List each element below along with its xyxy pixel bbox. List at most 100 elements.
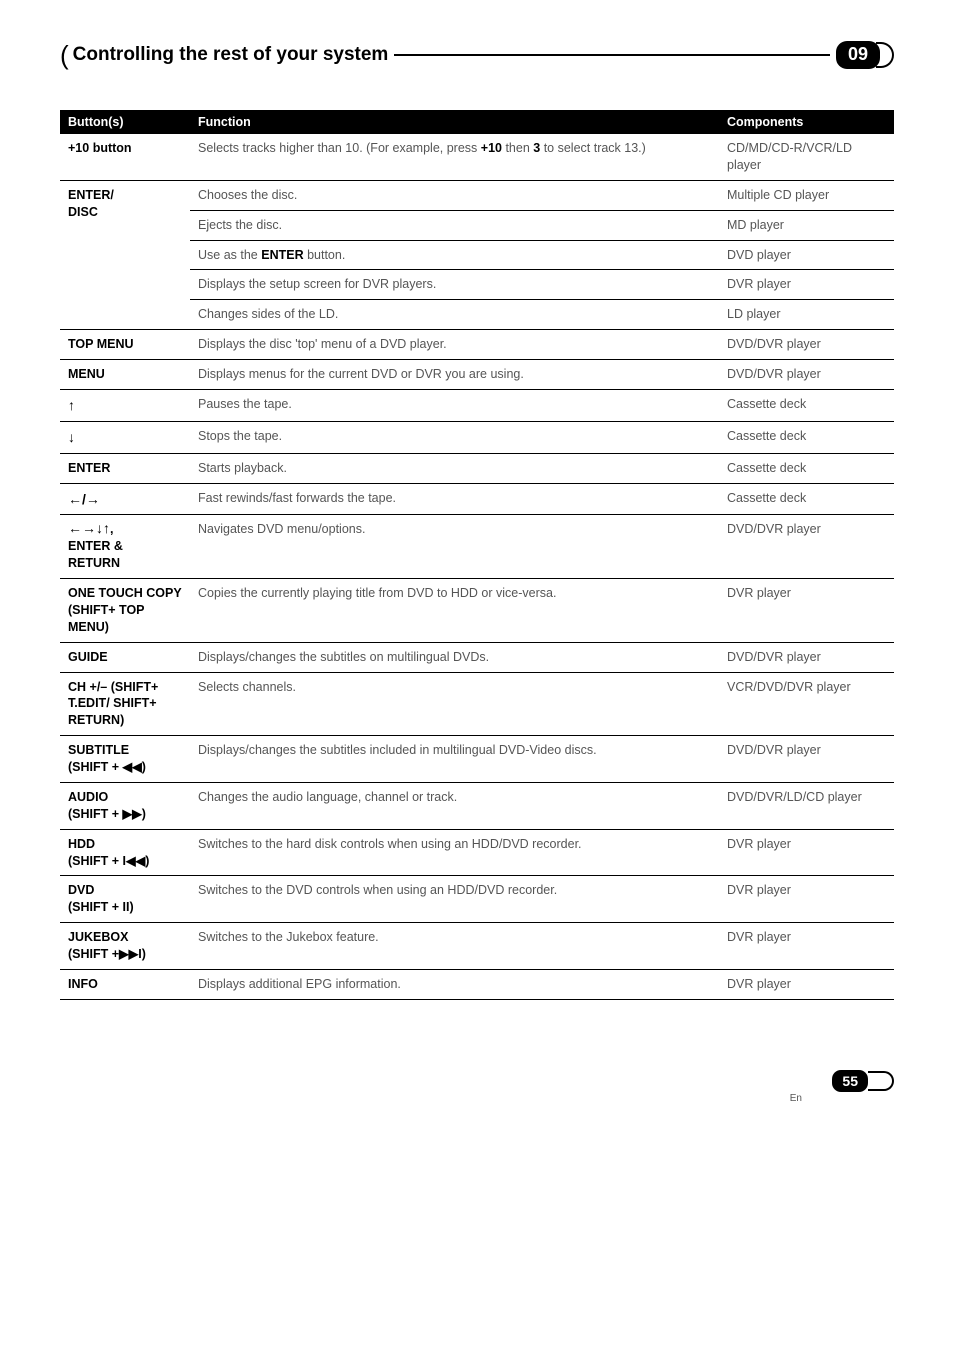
page-footer: 55 — [60, 1070, 894, 1092]
component-text: LD player — [719, 300, 894, 330]
button-label: AUDIO — [68, 790, 108, 804]
func-text: Fast rewinds/fast forwards the tape. — [190, 483, 719, 515]
table-row: GUIDE Displays/changes the subtitles on … — [60, 642, 894, 672]
component-text: DVD/DVR player — [719, 515, 894, 579]
func-text: Switches to the Jukebox feature. — [190, 923, 719, 970]
arrow-down-icon: ↓ — [60, 421, 190, 453]
func-bold: ENTER — [261, 248, 303, 262]
table-row: HDD (SHIFT + I◀◀) Switches to the hard di… — [60, 829, 894, 876]
table-row: TOP MENU Displays the disc 'top' menu of… — [60, 330, 894, 360]
component-text: DVD/DVR player — [719, 330, 894, 360]
button-label: INFO — [60, 969, 190, 999]
col-header-components: Components — [719, 110, 894, 134]
func-text: Changes sides of the LD. — [190, 300, 719, 330]
chapter-title: Controlling the rest of your system — [69, 44, 395, 66]
func-text: Use as the — [198, 248, 261, 262]
component-text: Cassette deck — [719, 421, 894, 453]
button-label: MENU — [60, 360, 190, 390]
table-row: DVD(SHIFT + II) Switches to the DVD cont… — [60, 876, 894, 923]
table-row: JUKEBOX(SHIFT +▶▶I) Switches to the Juke… — [60, 923, 894, 970]
component-text: Cassette deck — [719, 389, 894, 421]
button-label: DVD — [68, 883, 94, 897]
table-row: ENTER Starts playback. Cassette deck — [60, 453, 894, 483]
component-text: VCR/DVD/DVR player — [719, 672, 894, 736]
func-text: Ejects the disc. — [190, 210, 719, 240]
func-text: to select track 13.) — [540, 141, 646, 155]
func-text: Starts playback. — [190, 453, 719, 483]
func-text: button. — [304, 248, 346, 262]
button-label: CH +/– (SHIFT+ T.EDIT/ SHIFT+ RETURN) — [60, 672, 190, 736]
component-text: DVR player — [719, 876, 894, 923]
func-text: Displays additional EPG information. — [190, 969, 719, 999]
component-text: DVR player — [719, 270, 894, 300]
badge-tail — [876, 42, 894, 68]
component-text: DVD/DVR/LD/CD player — [719, 782, 894, 829]
component-text: DVD/DVR player — [719, 736, 894, 783]
func-text: Selects tracks higher than 10. (For exam… — [198, 141, 481, 155]
component-text: DVD/DVR player — [719, 642, 894, 672]
button-label: SUBTITLE — [68, 743, 129, 757]
func-text: Displays menus for the current DVD or DV… — [190, 360, 719, 390]
button-label: ONE TOUCH COPY (SHIFT+ TOP MENU) — [60, 579, 190, 643]
col-header-function: Function — [190, 110, 719, 134]
func-text: Displays the setup screen for DVR player… — [190, 270, 719, 300]
func-text: Changes the audio language, channel or t… — [190, 782, 719, 829]
button-label: +10 — [68, 141, 89, 155]
func-text: Displays/changes the subtitles on multil… — [190, 642, 719, 672]
button-label: (SHIFT + ◀◀) — [68, 760, 146, 774]
arrows-icon: ←→↓↑ — [68, 520, 110, 536]
button-label-suffix: button — [89, 141, 131, 155]
func-text: Chooses the disc. — [190, 180, 719, 210]
component-text: CD/MD/CD-R/VCR/LD player — [719, 134, 894, 180]
col-header-buttons: Button(s) — [60, 110, 190, 134]
func-text: Copies the currently playing title from … — [190, 579, 719, 643]
button-label: (SHIFT + I◀◀) — [68, 854, 149, 868]
header-bracket — [60, 42, 69, 68]
table-row: ONE TOUCH COPY (SHIFT+ TOP MENU) Copies … — [60, 579, 894, 643]
button-label: ENTER/DISC — [68, 188, 114, 219]
func-text: Displays/changes the subtitles included … — [190, 736, 719, 783]
arrow-up-icon: ↑ — [60, 389, 190, 421]
page-badge-tail — [868, 1071, 894, 1091]
table-row: SUBTITLE (SHIFT + ◀◀) Displays/changes th… — [60, 736, 894, 783]
table-row: AUDIO (SHIFT + ▶▶) Changes the audio lang… — [60, 782, 894, 829]
component-text: MD player — [719, 210, 894, 240]
func-text: Displays the disc 'top' menu of a DVD pl… — [190, 330, 719, 360]
func-text: Pauses the tape. — [190, 389, 719, 421]
table-row: +10 button Selects tracks higher than 10… — [60, 134, 894, 180]
amp: & — [110, 539, 123, 553]
button-label: HDD — [68, 837, 95, 851]
component-text: DVD player — [719, 240, 894, 270]
table-row: MENU Displays menus for the current DVD … — [60, 360, 894, 390]
controls-table: Button(s) Function Components +10 button… — [60, 110, 894, 1000]
table-row: ←→↓↑, ENTER & RETURN Navigates DVD menu/… — [60, 515, 894, 579]
component-text: DVR player — [719, 829, 894, 876]
func-bold: +10 — [481, 141, 502, 155]
chapter-number-badge: 09 — [836, 41, 880, 69]
sep: , — [110, 522, 113, 536]
button-label: RETURN — [68, 556, 120, 570]
button-label: TOP MENU — [60, 330, 190, 360]
component-text: DVR player — [719, 923, 894, 970]
component-text: Multiple CD player — [719, 180, 894, 210]
func-text: Switches to the hard disk controls when … — [190, 829, 719, 876]
func-text: Switches to the DVD controls when using … — [190, 876, 719, 923]
table-row: CH +/– (SHIFT+ T.EDIT/ SHIFT+ RETURN) Se… — [60, 672, 894, 736]
button-label: ENTER — [60, 453, 190, 483]
button-label: JUKEBOX — [68, 930, 128, 944]
table-row: ENTER/DISC Chooses the disc. Multiple CD… — [60, 180, 894, 210]
button-label: ENTER — [68, 539, 110, 553]
button-label: (SHIFT + ▶▶) — [68, 807, 146, 821]
page-number-badge: 55 — [832, 1070, 868, 1092]
table-row: INFO Displays additional EPG information… — [60, 969, 894, 999]
func-text: then — [502, 141, 533, 155]
header-rule — [394, 54, 830, 56]
func-text: Stops the tape. — [190, 421, 719, 453]
table-row: ↑ Pauses the tape. Cassette deck — [60, 389, 894, 421]
component-text: DVD/DVR player — [719, 360, 894, 390]
func-text: Navigates DVD menu/options. — [190, 515, 719, 579]
arrow-left-right-icon: ←/→ — [60, 483, 190, 515]
table-row: ←/→ Fast rewinds/fast forwards the tape.… — [60, 483, 894, 515]
func-text: Selects channels. — [190, 672, 719, 736]
component-text: Cassette deck — [719, 453, 894, 483]
